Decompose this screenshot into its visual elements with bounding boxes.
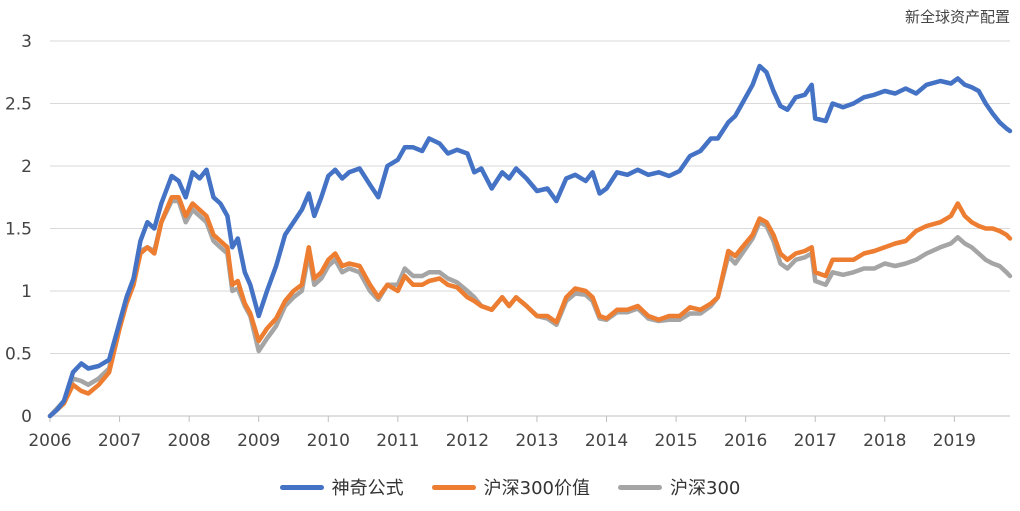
legend-swatch-magic-formula (279, 484, 324, 490)
x-tick-label: 2014 (585, 431, 628, 451)
legend-label-magic-formula: 神奇公式 (331, 478, 404, 499)
x-tick-label: 2019 (933, 431, 976, 451)
x-tick-label: 2018 (863, 431, 906, 451)
x-tick-label: 2017 (794, 431, 837, 451)
legend-swatch-csi300 (618, 484, 662, 490)
x-tick-labels: 2006 2007 2008 2009 2010 2011 2012 2013 2014 2015… (28, 431, 976, 451)
y-tick-label: 3 (21, 32, 32, 52)
y-tick-label: 1.5 (5, 220, 32, 240)
y-tick-label: 2.5 (5, 95, 32, 115)
x-tick-label: 2015 (654, 431, 697, 451)
series-line-magic-formula (47, 63, 1013, 419)
y-tick-label: 2 (21, 157, 32, 177)
x-tick-label: 2012 (446, 431, 489, 451)
series-line-csi300-value (47, 195, 1013, 419)
legend-item-csi300-value: 沪深300价值 (431, 474, 590, 500)
legend-label-csi300-value: 沪深300价值 (483, 478, 590, 499)
x-tick-label: 2016 (724, 431, 767, 451)
y-tick-label: 0.5 (5, 345, 32, 365)
legend-item-magic-formula: 神奇公式 (279, 474, 404, 500)
x-tick-label: 2006 (28, 431, 71, 451)
legend-label-csi300: 沪深300 (670, 478, 741, 499)
x-tick-label: 2007 (98, 431, 141, 451)
x-tick-label: 2011 (376, 431, 419, 451)
y-tick-label: 1 (21, 282, 32, 302)
x-tick-label: 2008 (167, 431, 210, 451)
legend: 神奇公式 沪深300价值 沪深300 (0, 474, 1020, 500)
x-tick-label: 2009 (237, 431, 280, 451)
x-tick-label: 2010 (307, 431, 350, 451)
legend-swatch-csi300-value (431, 484, 476, 490)
legend-item-csi300: 沪深300 (618, 474, 740, 500)
y-tick-label: 0 (21, 407, 32, 427)
watermark-text: 新全球资产配置 (904, 8, 1010, 26)
y-tick-labels: 0 0.5 1 1.5 2 2.5 3 (5, 32, 32, 427)
x-tick-label: 2013 (515, 431, 558, 451)
x-axis (49, 415, 1010, 422)
series-lines (47, 63, 1013, 419)
